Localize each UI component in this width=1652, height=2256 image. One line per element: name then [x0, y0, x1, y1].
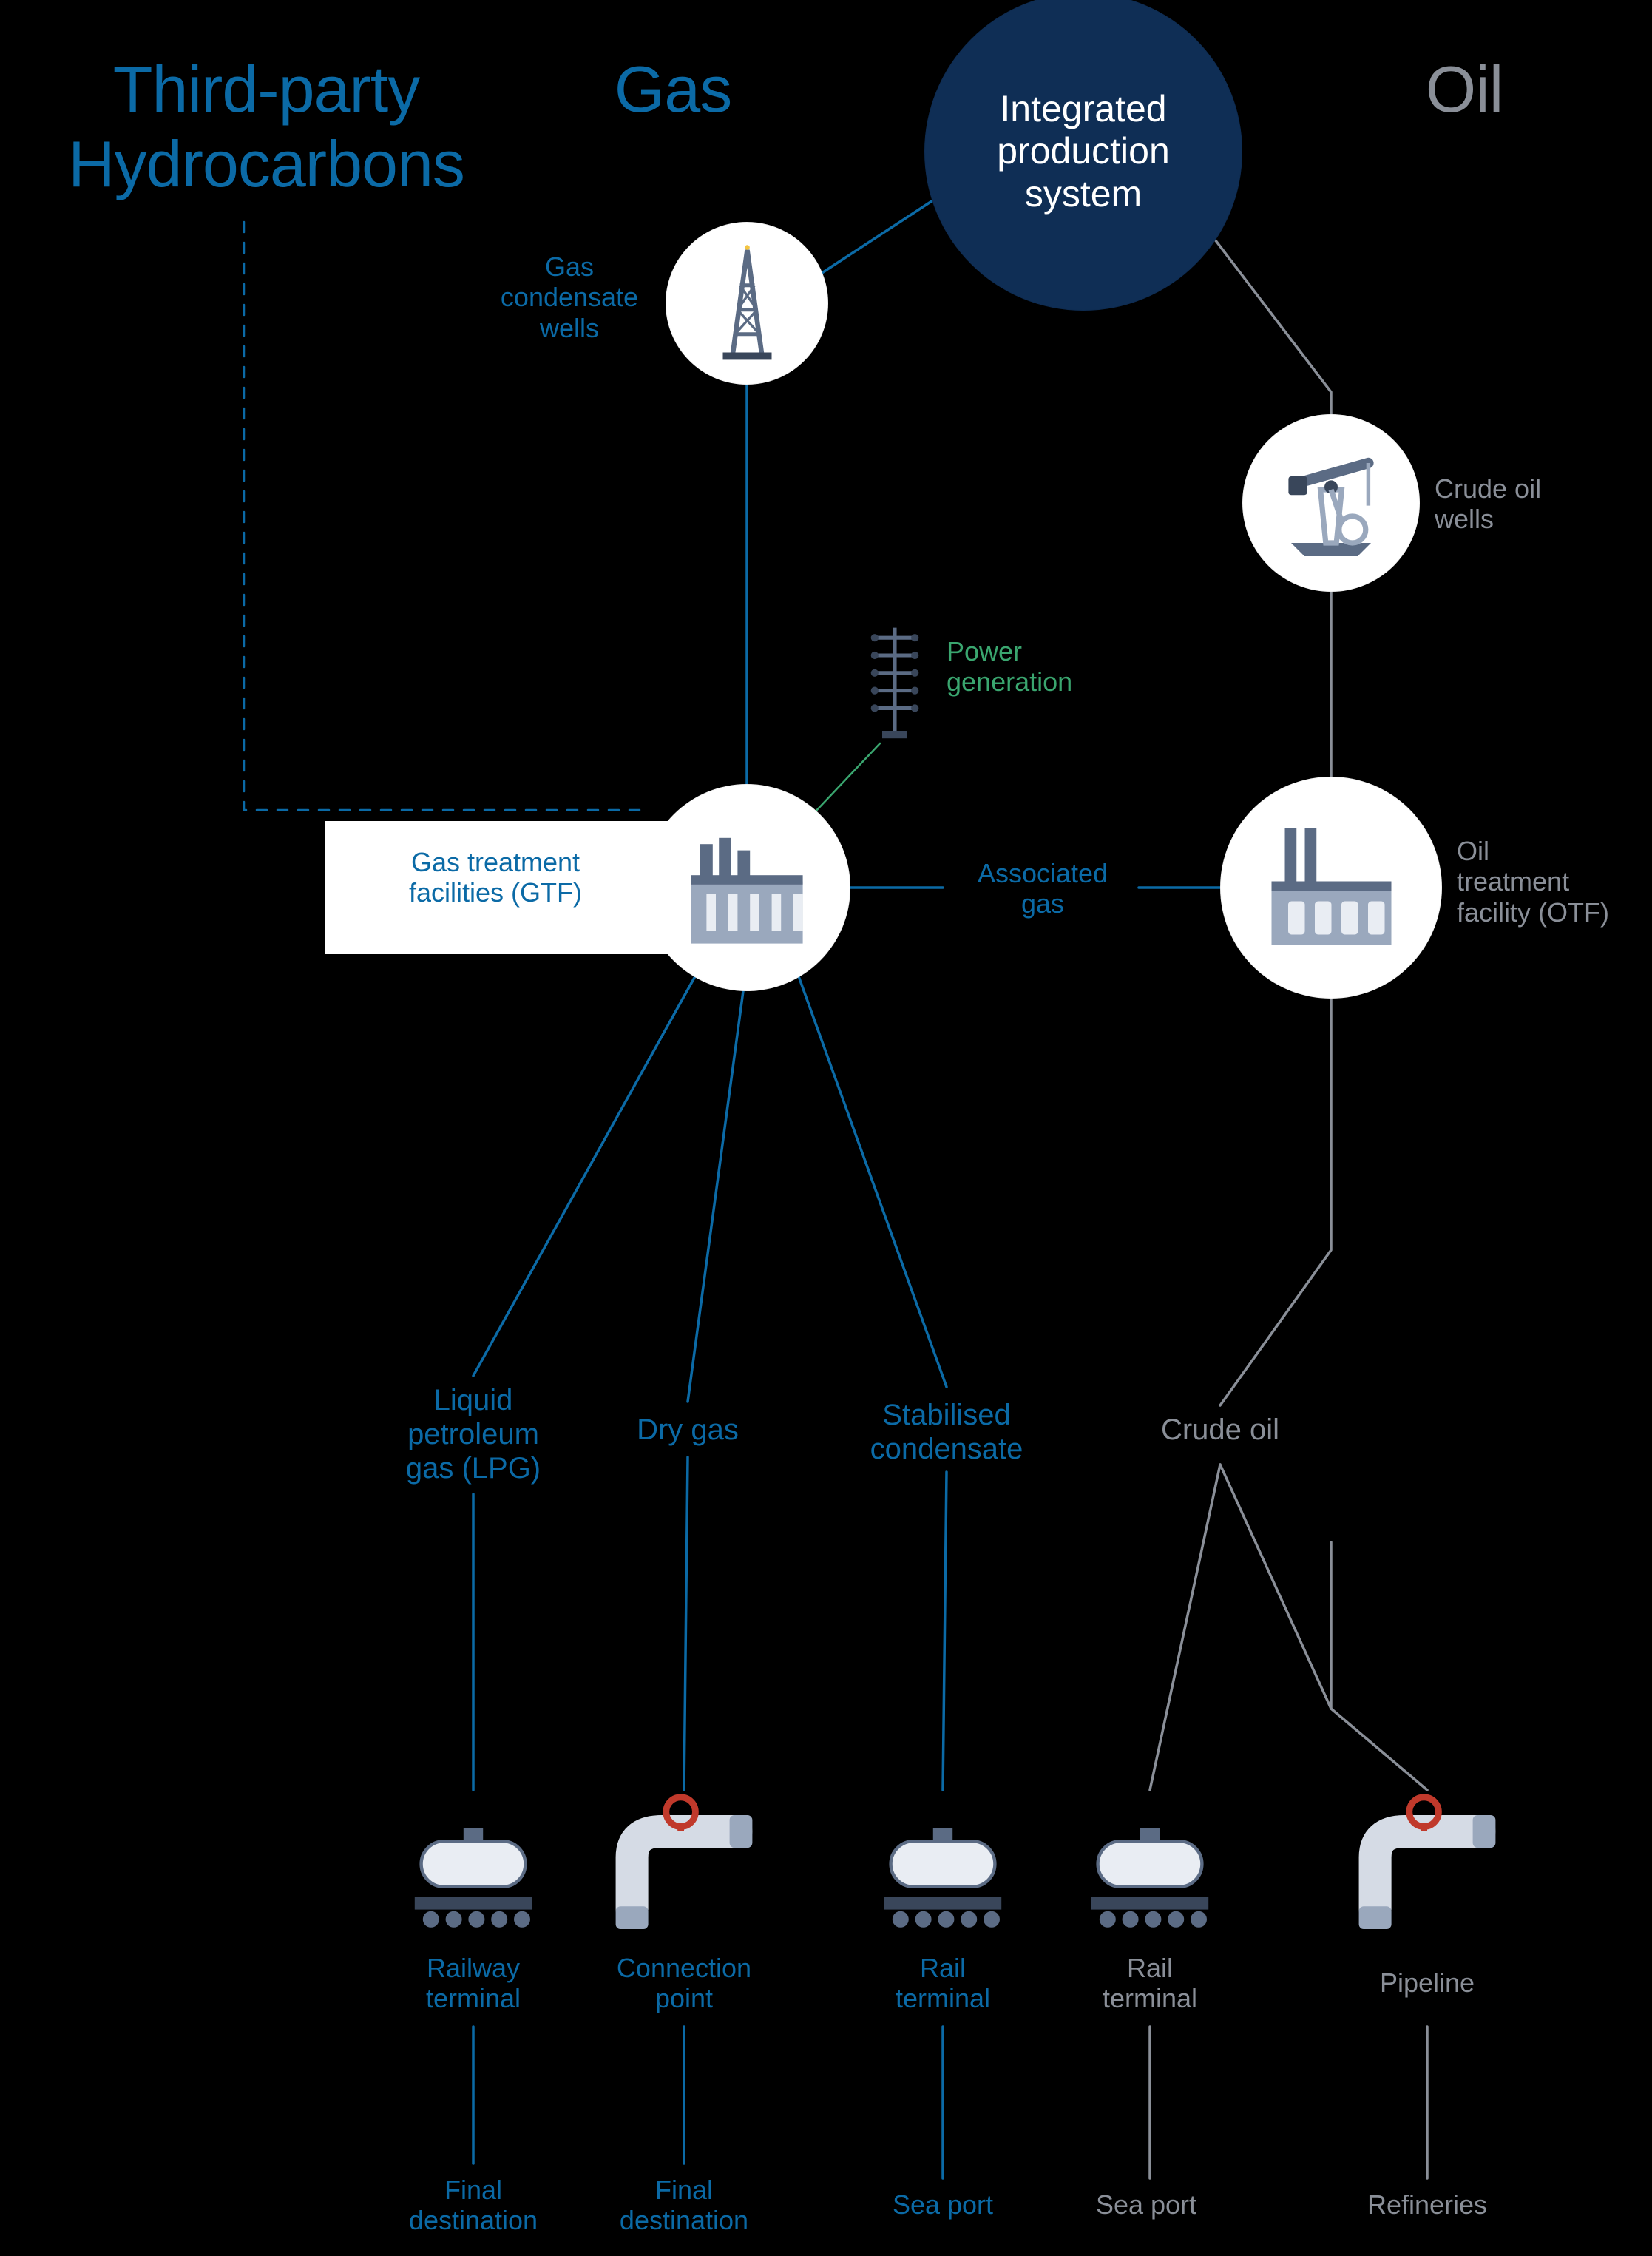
dest-d1: Finaldestination — [385, 2175, 562, 2236]
node-gas_wells — [666, 222, 828, 385]
terminal-t_conn-icon — [603, 1783, 765, 1949]
terminal-t_pipe-label: Pipeline — [1324, 1968, 1531, 1998]
terminal-t_rail1-label: Railwayterminal — [370, 1953, 577, 2014]
terminal-t_rail2-label: Railterminal — [839, 1953, 1046, 2014]
dest-d4: Sea port — [1057, 2189, 1235, 2220]
hub-integrated-production: Integratedproductionsystem — [924, 0, 1242, 311]
terminal-t_rail2-icon — [861, 1783, 1024, 1949]
terminal-t_rail1-icon — [392, 1783, 555, 1949]
dest-d5: Refineries — [1338, 2189, 1516, 2220]
header-oil: Oil — [1353, 52, 1575, 126]
mid-drygas: Dry gas — [592, 1413, 784, 1447]
terminal-t_pipe-icon — [1346, 1783, 1509, 1949]
node-power — [832, 618, 958, 747]
node-gas_wells-label: Gascondensatewells — [473, 251, 666, 343]
dest-d2: Finaldestination — [595, 2175, 773, 2236]
terminal-t_rail3-label: Railterminal — [1046, 1953, 1253, 2014]
mid-stab: Stabilisedcondensate — [836, 1398, 1057, 1466]
node-gtf-label: Gas treatmentfacilities (GTF) — [348, 847, 643, 908]
node-oil_wells-label: Crude oilwells — [1435, 473, 1627, 535]
header-third-party: Third-partyHydrocarbons — [30, 52, 503, 201]
terminal-t_conn-label: Connectionpoint — [580, 1953, 788, 2014]
node-power-label: Powergeneration — [947, 636, 1154, 698]
header-gas: Gas — [562, 52, 784, 126]
node-oil_wells — [1242, 414, 1420, 592]
node-otf — [1220, 777, 1442, 999]
node-assoc_gas-label: Associatedgas — [947, 858, 1139, 919]
node-otf-label: Oiltreatmentfacility (OTF) — [1457, 836, 1649, 928]
dest-d3: Sea port — [854, 2189, 1032, 2220]
node-gtf — [643, 784, 850, 991]
hub-label: Integratedproductionsystem — [924, 88, 1242, 216]
mid-lpg: Liquidpetroleumgas (LPG) — [362, 1383, 584, 1485]
terminal-t_rail3-icon — [1069, 1783, 1231, 1949]
mid-crude: Crude oil — [1124, 1413, 1316, 1447]
